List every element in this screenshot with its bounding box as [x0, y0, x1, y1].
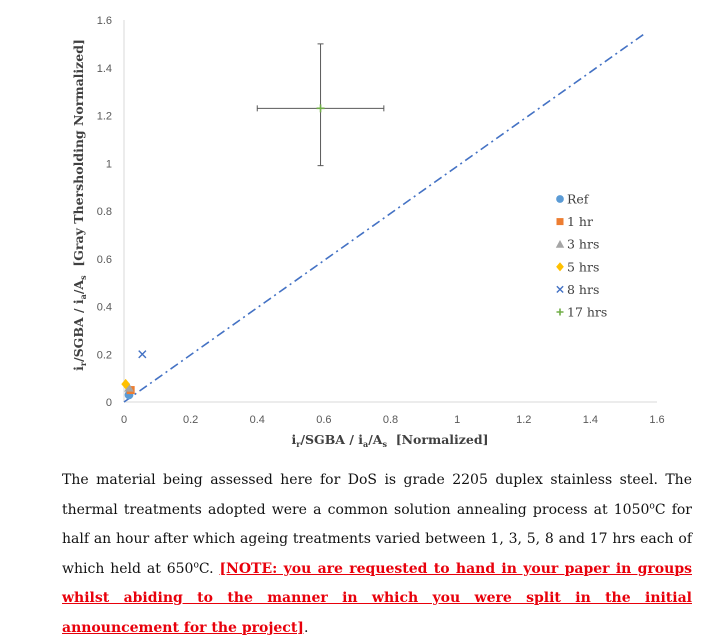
x-tick-label: 1.4: [583, 414, 598, 426]
x-tick-label: 0.4: [250, 414, 265, 426]
y-tick-label: 0: [106, 397, 112, 409]
x-tick-label: 0: [121, 414, 127, 426]
x-tick-label: 1: [454, 414, 460, 426]
y-tick-label: 1.4: [97, 63, 112, 75]
x-tick-label: 0.8: [383, 414, 398, 426]
paragraph-text-1: The material being assessed here for DoS…: [62, 472, 692, 518]
data-point: [124, 382, 134, 392]
y-tick-label: 0.6: [97, 254, 112, 266]
legend: Ref 1 hr 3 hrs 5 hrs 8 hrs 17 hrs: [555, 192, 607, 320]
body-paragraph: The material being assessed here for DoS…: [62, 466, 692, 643]
y-tick-label: 0.8: [97, 206, 112, 218]
legend-marker: [556, 195, 564, 203]
y-axis-ticks: 0 0.2 0.4 0.6 0.8 1 1.2 1.4 1.6: [97, 15, 112, 409]
x-tick-label: 1.6: [649, 414, 664, 426]
legend-label: Ref: [567, 192, 590, 207]
y-axis-title: ir/SGBA / ia/As [Gray Thersholding Norma…: [71, 39, 88, 371]
data-point: [121, 378, 131, 390]
y-tick-label: 0.4: [97, 302, 112, 314]
legend-label: 8 hrs: [567, 282, 599, 297]
legend-marker: [555, 240, 565, 248]
x-axis-ticks: 0 0.2 0.4 0.6 0.8 1 1.2 1.4 1.6: [121, 414, 665, 426]
x-tick-label: 0.2: [183, 414, 198, 426]
paragraph-text-2: C for half an hour after which ageing tr…: [62, 501, 692, 577]
y-tick-label: 1: [106, 158, 112, 170]
paragraph-end: .: [303, 619, 309, 636]
legend-marker: [556, 218, 564, 226]
reference-line: [123, 33, 645, 403]
data-point: [316, 104, 325, 113]
x-tick-label: 1.2: [516, 414, 531, 426]
degree-symbol-2: o: [193, 559, 199, 570]
legend-marker: [556, 285, 564, 294]
legend-label: 5 hrs: [567, 259, 599, 274]
data-points: [121, 104, 325, 400]
x-tick-label: 0.6: [316, 414, 331, 426]
y-tick-label: 1.6: [97, 15, 112, 27]
y-tick-label: 1.2: [97, 111, 112, 123]
y-tick-label: 0.2: [97, 349, 112, 361]
x-axis-title: ir/SGBA / ia/As [Normalized]: [292, 432, 489, 449]
paragraph-text-3: C.: [198, 560, 220, 577]
legend-marker: [556, 308, 564, 316]
data-point: [138, 350, 147, 359]
legend-marker: [556, 262, 564, 272]
legend-label: 17 hrs: [567, 305, 607, 320]
degree-symbol-1: o: [649, 500, 655, 511]
legend-label: 1 hr: [567, 214, 593, 229]
scatter-chart: 0 0.2 0.4 0.6 0.8 1 1.2 1.4 1.6 0 0.2 0.4 0.6 0.8 1 1.…: [71, 15, 665, 449]
reference-line-group: [123, 33, 645, 403]
legend-label: 3 hrs: [567, 237, 599, 252]
